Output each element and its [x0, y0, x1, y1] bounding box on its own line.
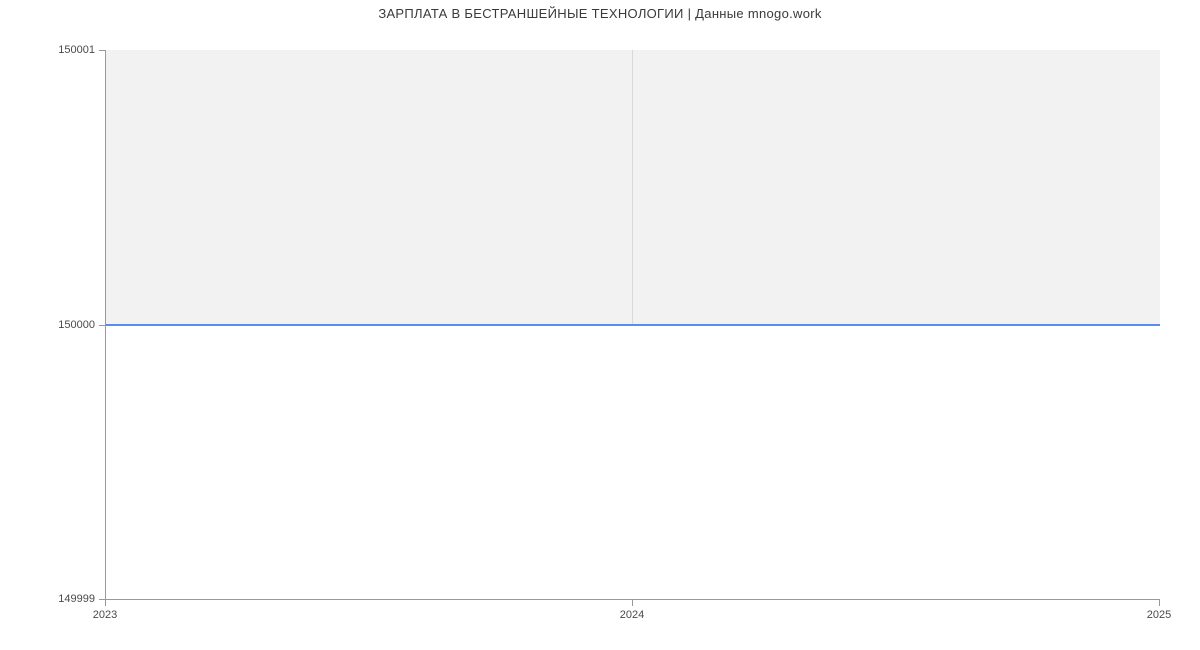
chart-title: ЗАРПЛАТА В БЕСТРАНШЕЙНЫЕ ТЕХНОЛОГИИ | Да… — [0, 6, 1200, 21]
xtick-mark — [1159, 600, 1160, 606]
xtick-label: 2024 — [620, 609, 644, 621]
xtick-label: 2025 — [1147, 609, 1171, 621]
ytick-mark — [99, 325, 105, 326]
series-fill — [106, 50, 1160, 325]
ytick-label: 150000 — [50, 319, 95, 331]
series-line — [106, 324, 1160, 326]
ytick-label: 149999 — [50, 593, 95, 605]
xtick-mark — [632, 600, 633, 606]
ytick-label: 150001 — [50, 44, 95, 56]
salary-line-chart: ЗАРПЛАТА В БЕСТРАНШЕЙНЫЕ ТЕХНОЛОГИИ | Да… — [0, 0, 1200, 650]
xtick-mark — [105, 600, 106, 606]
grid-vline-2024 — [632, 50, 633, 325]
ytick-mark — [99, 50, 105, 51]
xtick-label: 2023 — [93, 609, 117, 621]
